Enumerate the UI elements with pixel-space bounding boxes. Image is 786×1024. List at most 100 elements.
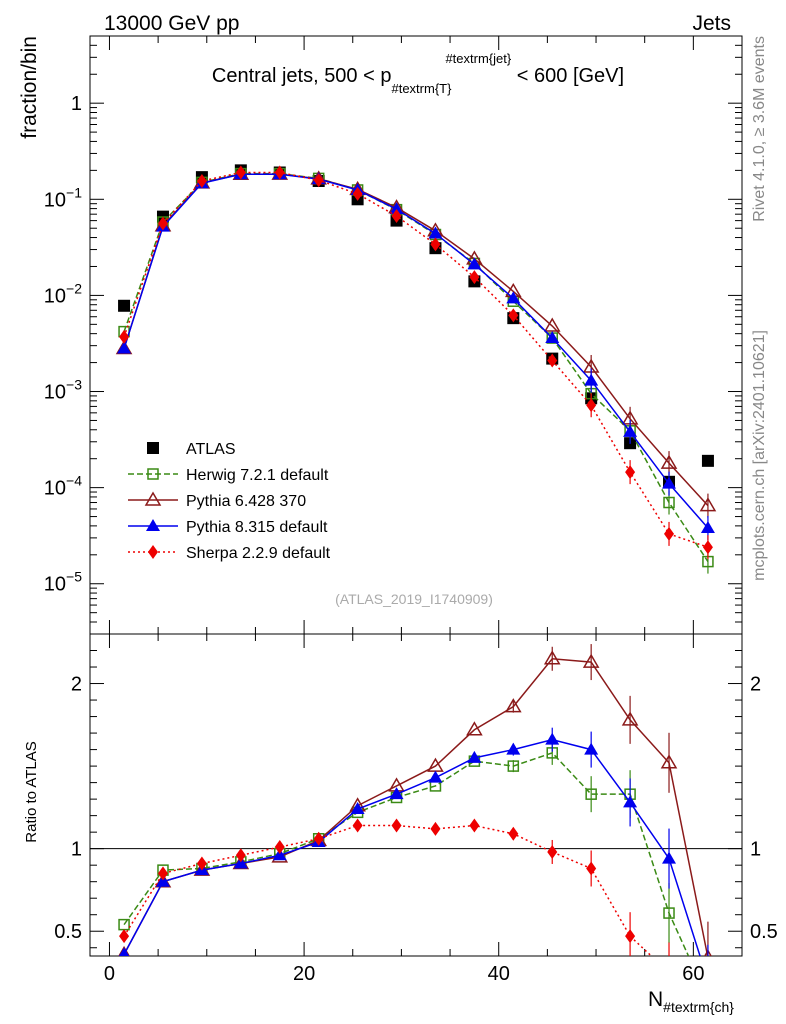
- legend-label: Sherpa 2.2.9 default: [186, 545, 331, 562]
- ratio-series-pythia8: [119, 727, 709, 956]
- data-point: [352, 186, 363, 201]
- legend-marker: [146, 519, 160, 531]
- header-category: Jets: [692, 12, 731, 35]
- data-point: [584, 373, 599, 386]
- series-atlas: [118, 164, 714, 488]
- ratio-point: [389, 787, 404, 800]
- ratio-ylabel: Ratio to ATLAS: [23, 741, 40, 842]
- x-tick-label: 20: [293, 963, 315, 985]
- legend-marker: [147, 442, 159, 454]
- ratio-point: [547, 844, 558, 859]
- ratio-point: [660, 754, 678, 769]
- ratio-series-herwig: [118, 740, 690, 956]
- data-point: [662, 476, 677, 489]
- ratio-point: [118, 918, 130, 931]
- data-point: [274, 165, 285, 180]
- y-tick-label: 10−2: [44, 280, 82, 307]
- ratio-point: [274, 840, 285, 855]
- data-point: [119, 329, 130, 344]
- y-tick-label: 10−1: [44, 184, 82, 211]
- data-point: [430, 237, 441, 252]
- ratio-y-tick-label: 0.5: [54, 921, 82, 943]
- x-tick-label: 0: [104, 963, 115, 985]
- ratio-point: [233, 856, 248, 869]
- ratio-line-pythia8: [123, 738, 701, 956]
- ratio-point: [621, 711, 639, 726]
- legend-label: Pythia 8.315 default: [186, 519, 328, 536]
- ratio-point: [119, 929, 130, 944]
- data-point: [702, 540, 713, 555]
- legend: ATLAS Herwig 7.2.1 default Pythia 6.428 37…: [128, 441, 331, 562]
- y-tick-label: 10−4: [44, 473, 82, 500]
- legend-item-herwig: Herwig 7.2.1 default: [128, 467, 329, 484]
- legend-marker: [147, 468, 159, 480]
- ratio-line-sherpa: [123, 824, 653, 956]
- ratio-point: [235, 848, 246, 863]
- ratio-line-herwig: [123, 752, 690, 956]
- ratio-point: [662, 851, 677, 864]
- data-point: [117, 341, 132, 354]
- ratio-line-pythia6: [123, 657, 709, 956]
- y-tick-label: 10−5: [44, 569, 82, 596]
- data-point: [506, 291, 521, 304]
- data-point: [196, 173, 207, 188]
- data-point: [547, 353, 558, 368]
- ratio-point: [623, 795, 638, 808]
- legend-label: Pythia 6.428 370: [186, 493, 306, 510]
- ratio-point: [157, 866, 168, 881]
- ratio-point: [507, 760, 520, 772]
- data-point: [118, 299, 131, 312]
- ratio-y-tick-label: 2: [71, 674, 82, 696]
- series-line-sherpa: [123, 171, 709, 548]
- ratio-point: [350, 802, 365, 815]
- ratio-point: [508, 826, 519, 841]
- ratio-point: [119, 947, 130, 956]
- ratio-y-tick-label-right: 1: [750, 839, 761, 861]
- ratio-point: [467, 750, 482, 763]
- ratio-point: [428, 770, 443, 783]
- ratio-y-tick-label: 1: [71, 839, 82, 861]
- data-point: [699, 497, 717, 512]
- data-point: [508, 308, 519, 323]
- ratio-point: [506, 742, 521, 755]
- rivet-label: Rivet 4.1.0, ≥ 3.6M events: [751, 36, 768, 222]
- series-sherpa: [119, 165, 713, 560]
- ratio-point: [196, 856, 207, 871]
- ratio-point: [545, 732, 560, 745]
- data-point: [664, 526, 675, 541]
- ratio-y-tick-label-right: 0.5: [750, 921, 778, 943]
- data-point: [428, 226, 443, 239]
- ratio-point: [469, 818, 480, 833]
- main-title: Central jets, 500 < p#textrm{T}#textrm{j…: [212, 51, 624, 96]
- ratio-series-group: [118, 644, 713, 999]
- data-point: [700, 521, 715, 534]
- data-point: [391, 209, 402, 224]
- ratio-point: [585, 788, 597, 800]
- ratio-point: [703, 985, 713, 999]
- ratio-y-tick-label-right: 2: [750, 674, 761, 696]
- main-panel: 1 10−1 10−2 10−3 10−4 10−5 Central jets, 500 …: [18, 35, 743, 635]
- series-pythia8: [117, 167, 715, 541]
- x-axis-label: N#textrm{ch}: [648, 988, 734, 1015]
- data-point: [157, 216, 168, 231]
- data-point: [701, 454, 714, 467]
- legend-label: Herwig 7.2.1 default: [186, 467, 329, 484]
- main-ylabel: fraction/bin: [18, 36, 41, 139]
- ratio-point: [505, 698, 522, 713]
- data-point: [469, 270, 480, 285]
- y-tick-label: 1: [71, 93, 82, 115]
- ratio-point: [586, 861, 597, 876]
- ratio-point: [313, 831, 324, 846]
- legend-item-pythia6: Pythia 6.428 370: [128, 491, 306, 510]
- ratio-point: [625, 929, 636, 944]
- ratio-point: [352, 818, 363, 833]
- data-point: [623, 424, 638, 437]
- data-point: [467, 257, 482, 270]
- ratio-series-sherpa: [119, 818, 713, 999]
- ratio-frame: [89, 633, 743, 957]
- ratio-point: [430, 821, 441, 836]
- data-point: [625, 465, 636, 480]
- ratio-point: [543, 650, 561, 665]
- legend-item-atlas: ATLAS: [147, 441, 236, 458]
- data-point: [543, 317, 561, 332]
